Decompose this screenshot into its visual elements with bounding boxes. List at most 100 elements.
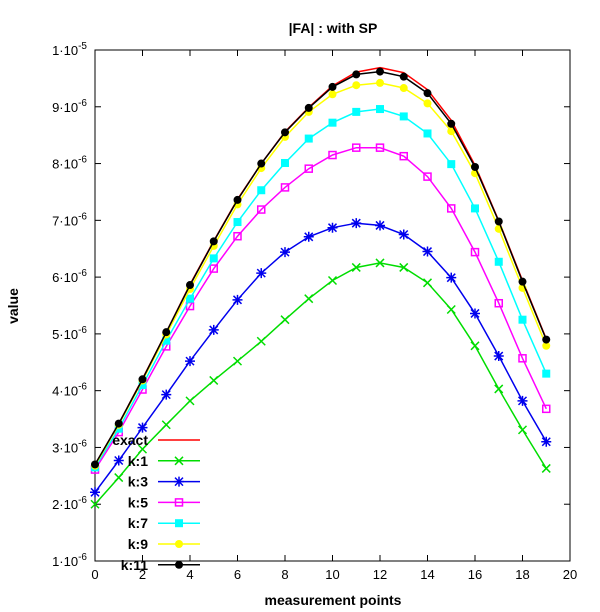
legend-item-k-9: k:9 <box>128 536 200 552</box>
series-layer <box>90 68 551 509</box>
series-k-9 <box>91 79 550 470</box>
data-point-k-1 <box>542 464 550 472</box>
x-tick-label: 20 <box>563 567 577 582</box>
data-point-k-11 <box>424 89 432 97</box>
x-tick-label: 12 <box>373 567 387 582</box>
data-point-k-1 <box>471 342 479 350</box>
y-tick-label: 2·10-6 <box>52 495 87 512</box>
legend-label: k:3 <box>128 474 148 490</box>
x-tick-label: 0 <box>91 567 98 582</box>
data-point-k-7 <box>352 108 360 116</box>
data-point-k-3 <box>90 487 100 497</box>
legend-item-k-3: k:3 <box>128 474 200 490</box>
series-line-k-7 <box>95 109 546 467</box>
data-point-k-3 <box>256 268 266 278</box>
data-point-k-11 <box>376 68 384 76</box>
data-point-k-1 <box>447 305 455 313</box>
data-point-k-3 <box>375 220 385 230</box>
legend-marker <box>175 540 183 548</box>
data-point-k-9 <box>424 99 432 107</box>
x-tick-label: 6 <box>234 567 241 582</box>
series-k-7 <box>91 105 550 471</box>
data-point-k-7 <box>495 258 503 266</box>
y-tick-label: 7·10-6 <box>52 211 87 228</box>
y-tick-label: 3·10-6 <box>52 438 87 455</box>
data-point-k-3 <box>399 230 409 240</box>
series-line-k-1 <box>95 263 546 504</box>
data-point-k-7 <box>447 160 455 168</box>
data-point-k-3 <box>304 232 314 242</box>
legend-label: exact <box>112 432 148 448</box>
series-line-k-9 <box>95 83 546 466</box>
y-tick-label: 4·10-6 <box>52 382 87 399</box>
line-chart: |FA| : with SP 0 2 4 6 8 10 12 14 16 18 20 1·10-62… <box>0 0 600 612</box>
data-point-k-11 <box>400 73 408 81</box>
data-point-k-7 <box>542 370 550 378</box>
series-line-exact <box>95 68 546 465</box>
series-k-5 <box>92 144 550 473</box>
y-tick-label: 1·10-5 <box>52 41 87 58</box>
data-point-k-11 <box>139 375 147 383</box>
data-point-k-11 <box>281 128 289 136</box>
x-axis-label: measurement points <box>265 592 402 608</box>
chart-title: |FA| : with SP <box>289 20 378 36</box>
data-point-k-11 <box>447 120 455 128</box>
data-point-k-1 <box>115 474 123 482</box>
series-line-k-3 <box>95 223 546 492</box>
series-k-1 <box>91 259 550 508</box>
y-tick-label: 5·10-6 <box>52 325 87 342</box>
legend-item-k-7: k:7 <box>128 515 200 531</box>
y-axis-label: value <box>5 288 21 324</box>
data-point-k-3 <box>494 351 504 361</box>
legend-label: k:1 <box>128 453 148 469</box>
data-point-k-7 <box>471 204 479 212</box>
data-point-k-1 <box>210 376 218 384</box>
legend-label: k:7 <box>128 515 148 531</box>
legend-marker <box>174 477 184 487</box>
data-point-k-9 <box>376 79 384 87</box>
data-point-k-1 <box>257 337 265 345</box>
y-tick-label: 8·10-6 <box>52 155 87 172</box>
data-point-k-1 <box>424 279 432 287</box>
data-point-k-7 <box>519 316 527 324</box>
data-point-k-3 <box>114 456 124 466</box>
data-point-k-3 <box>541 437 551 447</box>
series-k-11 <box>91 68 550 469</box>
data-point-k-7 <box>424 129 432 137</box>
data-point-k-11 <box>519 278 527 286</box>
x-tick-labels: 0 2 4 6 8 10 12 14 16 18 20 <box>91 567 577 582</box>
y-tick-label: 6·10-6 <box>52 268 87 285</box>
data-point-k-11 <box>471 163 479 171</box>
data-point-k-7 <box>234 218 242 226</box>
data-point-k-7 <box>376 105 384 113</box>
data-point-k-11 <box>305 104 313 112</box>
data-point-k-1 <box>519 426 527 434</box>
data-point-k-9 <box>329 90 337 98</box>
data-point-k-11 <box>329 83 337 91</box>
legend-marker <box>175 561 183 569</box>
data-point-k-3 <box>185 356 195 366</box>
y-tick-label: 1·10-6 <box>52 552 87 569</box>
data-point-k-1 <box>305 295 313 303</box>
data-point-k-11 <box>257 160 265 168</box>
data-point-k-3 <box>351 218 361 228</box>
data-point-k-3 <box>470 308 480 318</box>
data-point-k-1 <box>162 421 170 429</box>
legend-item-k-1: k:1 <box>128 453 200 469</box>
data-point-k-1 <box>281 316 289 324</box>
data-point-k-7 <box>329 119 337 127</box>
data-point-k-11 <box>186 281 194 289</box>
data-point-k-11 <box>352 70 360 78</box>
x-tick-label: 10 <box>325 567 339 582</box>
data-point-k-3 <box>328 223 338 233</box>
series-exact <box>95 68 546 465</box>
data-point-k-3 <box>233 295 243 305</box>
legend-marker <box>175 519 183 527</box>
data-point-k-11 <box>542 336 550 344</box>
data-point-k-7 <box>281 159 289 167</box>
data-point-k-3 <box>161 390 171 400</box>
legend-label: k:11 <box>121 557 148 573</box>
data-point-k-3 <box>423 247 433 257</box>
data-point-k-11 <box>115 420 123 428</box>
legend-label: k:9 <box>128 536 148 552</box>
